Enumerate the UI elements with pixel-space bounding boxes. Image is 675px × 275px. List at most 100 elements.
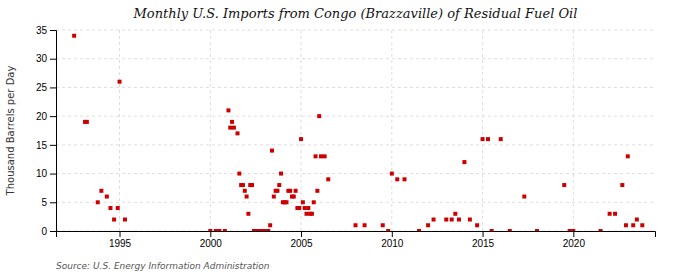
- y-tick: 0: [41, 226, 56, 237]
- x-tick-mark: [210, 231, 211, 237]
- point: [72, 34, 76, 38]
- point: [599, 229, 603, 231]
- point: [490, 229, 494, 231]
- y-tick-mark: [50, 231, 56, 232]
- y-tick-label: 10: [36, 168, 48, 179]
- point: [288, 189, 292, 193]
- source-note: Source: U.S. Energy Information Administ…: [56, 261, 270, 271]
- y-tick-mark: [50, 59, 56, 60]
- point: [522, 195, 526, 199]
- x-tick-mark: [392, 231, 393, 237]
- point: [450, 218, 454, 222]
- point: [315, 189, 319, 193]
- point: [312, 200, 316, 204]
- point: [624, 223, 628, 227]
- point: [246, 212, 250, 216]
- point: [363, 223, 367, 227]
- point: [571, 229, 575, 231]
- x-axis: 1995 2000 2005 2010 2015 2020: [57, 231, 656, 249]
- points: [72, 34, 644, 231]
- point: [208, 229, 212, 231]
- x-tick: 2020: [563, 231, 586, 249]
- x-tick: 1995: [109, 231, 132, 249]
- point: [314, 154, 318, 158]
- point: [214, 229, 218, 231]
- point: [294, 189, 298, 193]
- point: [118, 80, 122, 84]
- point: [626, 154, 630, 158]
- chart-svg: 1995 2000 2005 2010 2015 2020 0 5 10 15 20 25 30 35 Mo…: [0, 0, 675, 275]
- y-tick-label: 30: [36, 53, 48, 64]
- point: [299, 137, 303, 141]
- x-grid-line: [391, 30, 392, 231]
- y-tick: 15: [36, 140, 56, 151]
- grid: [56, 30, 655, 231]
- point: [285, 200, 289, 204]
- point: [508, 229, 512, 231]
- point: [535, 229, 539, 231]
- point: [292, 195, 296, 199]
- y-tick: 5: [41, 197, 56, 208]
- x-grid-line: [482, 30, 483, 231]
- x-tick-label: 1995: [109, 238, 132, 249]
- point: [475, 223, 479, 227]
- point: [241, 183, 245, 187]
- y-tick-label: 0: [41, 226, 47, 237]
- y-axis: 0 5 10 15 20 25 30 35: [36, 25, 57, 237]
- x-tick: 2015: [472, 231, 495, 249]
- x-tick: 2010: [381, 231, 404, 249]
- y-tick-label: 35: [36, 25, 48, 36]
- y-tick: 10: [36, 168, 56, 179]
- point: [297, 206, 301, 210]
- point: [354, 223, 358, 227]
- y-tick-label: 5: [41, 197, 47, 208]
- point: [217, 229, 221, 231]
- point: [108, 206, 112, 210]
- x-tick: 2005: [290, 231, 313, 249]
- point: [453, 212, 457, 216]
- point: [395, 177, 399, 181]
- y-tick-label: 25: [36, 82, 48, 93]
- point: [230, 120, 234, 124]
- x-tick: 2000: [200, 231, 223, 249]
- point: [457, 218, 461, 222]
- point: [226, 108, 230, 112]
- point: [631, 223, 635, 227]
- point: [232, 126, 236, 130]
- point: [105, 195, 109, 199]
- plot-area: 1995 2000 2005 2010 2015 2020 0 5 10 15 20 25 30 35: [36, 25, 656, 249]
- y-tick-mark: [50, 174, 56, 175]
- point: [228, 126, 232, 130]
- y-tick: 20: [36, 111, 56, 122]
- x-tick-mark: [573, 231, 574, 237]
- point: [116, 206, 120, 210]
- x-tick-label: 2020: [563, 238, 586, 249]
- point: [635, 218, 639, 222]
- point: [613, 212, 617, 216]
- x-tick-mark: [301, 231, 302, 237]
- point: [272, 195, 276, 199]
- point: [481, 137, 485, 141]
- point: [620, 183, 624, 187]
- y-tick: 30: [36, 53, 56, 64]
- y-tick: 35: [36, 25, 56, 36]
- point: [444, 218, 448, 222]
- y-axis-label: Thousand Barrels per Day: [5, 66, 16, 197]
- point: [317, 114, 321, 118]
- y-tick-label: 15: [36, 140, 48, 151]
- point: [99, 189, 103, 193]
- x-grid-line: [573, 30, 574, 231]
- x-tick-mark: [483, 231, 484, 237]
- title: Monthly U.S. Imports from Congo (Brazzav…: [133, 6, 578, 21]
- point: [250, 183, 254, 187]
- y-tick-mark: [50, 30, 56, 31]
- point: [326, 177, 330, 181]
- y-grid-line: [56, 173, 655, 174]
- point: [310, 212, 314, 216]
- point: [486, 137, 490, 141]
- point: [426, 223, 430, 227]
- y-tick-mark: [50, 145, 56, 146]
- x-grid-line: [210, 30, 211, 231]
- point: [319, 154, 323, 158]
- point: [303, 206, 307, 210]
